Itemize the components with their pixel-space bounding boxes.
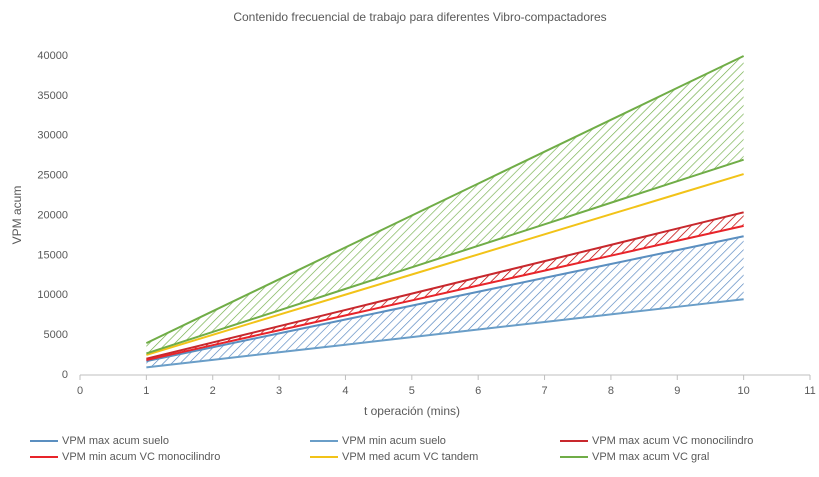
legend-label: VPM max acum VC monocilindro xyxy=(592,435,753,447)
legend-label: VPM min acum suelo xyxy=(342,435,446,447)
y-tick-label: 40000 xyxy=(37,50,68,62)
legend-label: VPM max acum VC gral xyxy=(592,451,709,463)
legend-label: VPM max acum suelo xyxy=(62,435,169,447)
x-tick-label: 11 xyxy=(804,385,815,397)
series-line xyxy=(146,224,744,362)
series-line xyxy=(146,158,744,355)
band-area xyxy=(146,236,744,368)
x-axis-label: t operación (mins) xyxy=(364,404,460,418)
y-tick-label: 20000 xyxy=(37,209,68,221)
y-tick-label: 5000 xyxy=(44,329,68,341)
x-tick-label: 2 xyxy=(210,385,216,397)
y-tick-label: 15000 xyxy=(37,249,68,261)
x-tick-label: 1 xyxy=(143,385,149,397)
series-line xyxy=(146,173,744,356)
series-line xyxy=(145,55,745,345)
band-area xyxy=(146,56,744,354)
chart-title: Contenido frecuencial de trabajo para di… xyxy=(233,10,606,24)
series-line xyxy=(146,211,744,360)
x-tick-label: 9 xyxy=(674,385,680,397)
legend-label: VPM min acum VC monocilindro xyxy=(62,451,220,463)
x-tick-label: 5 xyxy=(409,385,415,397)
x-tick-label: 8 xyxy=(608,385,614,397)
legend-label: VPM med acum VC tandem xyxy=(342,451,478,463)
y-tick-label: 35000 xyxy=(37,90,68,102)
y-tick-label: 30000 xyxy=(37,130,68,142)
y-axis-label: VPM acum xyxy=(10,186,24,245)
y-tick-label: 25000 xyxy=(37,170,68,182)
x-tick-label: 0 xyxy=(77,385,83,397)
x-tick-label: 4 xyxy=(342,385,348,397)
y-tick-label: 0 xyxy=(62,369,68,381)
x-tick-label: 6 xyxy=(475,385,481,397)
x-tick-label: 3 xyxy=(276,385,282,397)
x-tick-label: 10 xyxy=(738,385,750,397)
x-tick-label: 7 xyxy=(541,385,547,397)
y-tick-label: 10000 xyxy=(37,289,68,301)
series-line xyxy=(146,235,744,363)
series-line xyxy=(146,298,744,369)
